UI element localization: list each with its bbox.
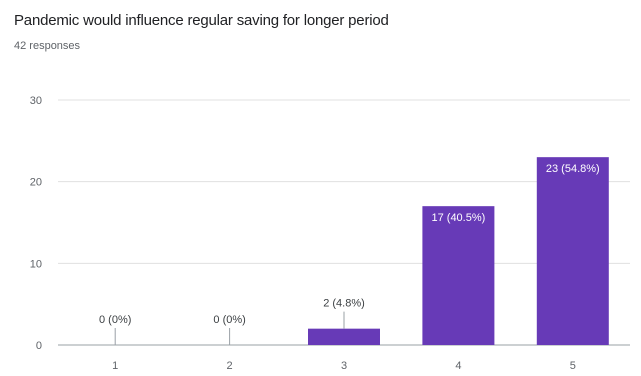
data-label: 0 (0%) [99, 314, 131, 326]
x-tick-label: 2 [227, 360, 233, 372]
y-tick-label: 0 [36, 340, 42, 352]
x-tick-label: 4 [455, 360, 461, 372]
labels-layer: 0 (0%) 0 (0%) 2 (4.8%) 17 (40.5%) 23 (54.8%) [99, 163, 600, 345]
x-tick-label: 3 [341, 360, 347, 372]
x-tick-label: 1 [112, 360, 118, 372]
chart-title: Pandemic would influence regular saving … [14, 12, 389, 29]
data-label: 2 (4.8%) [323, 298, 365, 310]
bar [536, 157, 609, 345]
y-tick-label: 20 [30, 177, 42, 189]
bar [308, 328, 380, 345]
y-tick-label: 10 [30, 258, 42, 270]
data-label: 0 (0%) [213, 314, 245, 326]
bars-layer [308, 157, 609, 345]
data-label: 17 (40.5%) [431, 212, 485, 224]
y-tick-label: 30 [30, 95, 42, 107]
axis-layer: 0 10 20 30 1 2 3 4 5 [30, 95, 576, 372]
responses-count: 42 responses [14, 40, 81, 52]
bar [422, 206, 495, 345]
data-label: 23 (54.8%) [546, 163, 600, 175]
x-tick-label: 5 [570, 360, 576, 372]
